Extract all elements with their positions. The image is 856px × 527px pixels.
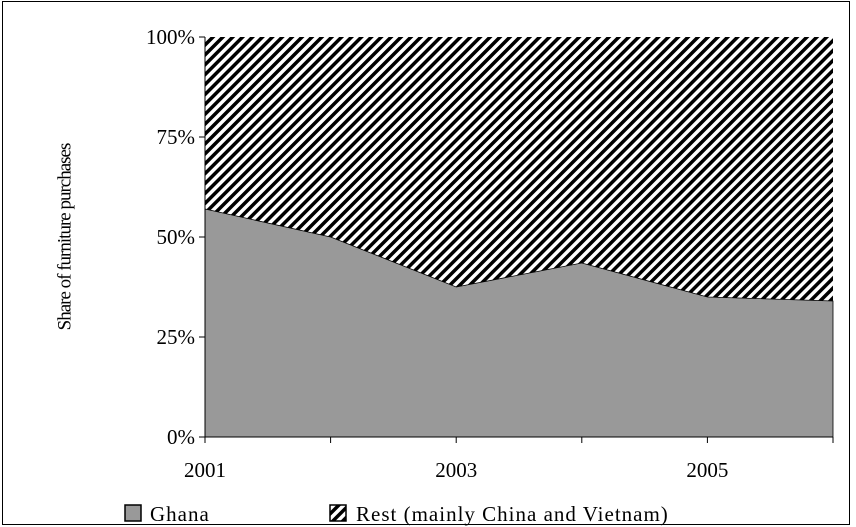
y-tick-label: 25% xyxy=(157,325,196,349)
legend-label-rest: Rest (mainly China and Vietnam) xyxy=(356,502,669,526)
y-tick-label: 50% xyxy=(157,225,196,249)
x-ticks: 2001 2003 2005 xyxy=(184,437,834,482)
x-tick-label: 2001 xyxy=(184,458,226,482)
y-tick-label: 0% xyxy=(167,425,195,449)
y-tick-label: 100% xyxy=(146,25,195,49)
area-ghana xyxy=(204,208,834,438)
legend: Ghana Rest (mainly China and Vietnam) xyxy=(124,502,669,526)
legend-swatch-rest xyxy=(329,504,347,522)
legend-swatch-ghana xyxy=(124,504,142,522)
area-rest xyxy=(205,37,833,301)
y-axis-label: Share of furniture purchases xyxy=(54,143,75,330)
area-layer xyxy=(204,37,834,438)
legend-label-ghana: Ghana xyxy=(150,502,210,526)
x-tick-label: 2003 xyxy=(435,458,477,482)
x-tick-label: 2005 xyxy=(686,458,728,482)
y-ticks: 0% 25% 50% 75% 100% xyxy=(146,25,205,449)
y-tick-label: 75% xyxy=(157,125,196,149)
